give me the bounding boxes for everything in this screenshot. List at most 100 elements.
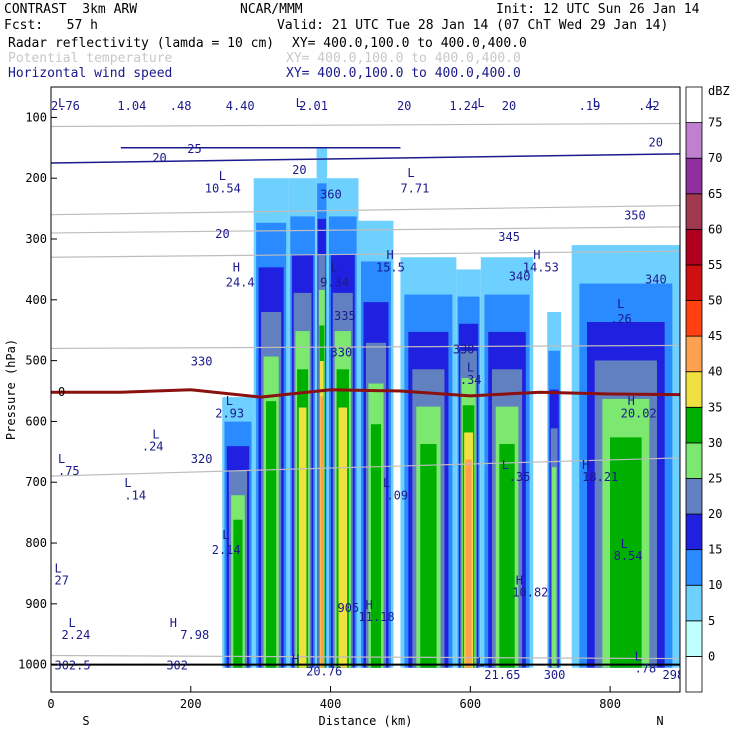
theta-contour [51, 250, 680, 258]
contour-label: 2.14 [212, 543, 241, 557]
colorbar-label: 60 [708, 222, 722, 236]
contour-label: 20 [397, 99, 411, 113]
contour-label: 1.04 [117, 99, 146, 113]
colorbar-label: 15 [708, 543, 722, 557]
contour-label: .14 [124, 488, 146, 502]
colorbar-label: 65 [708, 187, 722, 201]
extremum-marker: L [124, 476, 131, 490]
contour-label: 4.40 [226, 99, 255, 113]
contour-label: 340 [509, 269, 531, 283]
theta-contour [51, 654, 680, 660]
y-tick-label: 1000 [18, 658, 47, 672]
contour-label: 345 [498, 230, 520, 244]
colorbar-swatch [685, 406, 703, 444]
contour-label: 20 [152, 151, 166, 165]
colorbar-swatch [685, 549, 703, 586]
reflectivity-band [233, 519, 243, 668]
extremum-marker: L [477, 96, 484, 110]
extremum-marker: L [467, 361, 474, 375]
y-tick-label: 400 [25, 293, 47, 307]
x-tick-label: 400 [320, 697, 342, 711]
colorbar-label: 5 [708, 614, 715, 628]
contour-label: .09 [386, 488, 408, 502]
contour-label: 7.98 [180, 628, 209, 642]
extremum-marker: H [628, 394, 635, 408]
colorbar-label: 30 [708, 436, 722, 450]
contour-label: 7.71 [400, 181, 429, 195]
extremum-marker: L [635, 650, 642, 664]
contour-label: 20 [292, 163, 306, 177]
extremum-marker: H [386, 248, 393, 262]
contour-label: 2.24 [61, 628, 90, 642]
extremum-marker: L [58, 452, 65, 466]
colorbar-label: 0 [708, 649, 715, 663]
theta-contour [51, 204, 680, 216]
extremum-marker: H [516, 574, 523, 588]
reflectivity-band [465, 459, 472, 668]
contour-label: 350 [624, 209, 646, 223]
extremum-marker: H [170, 616, 177, 630]
contour-label: 320 [191, 452, 213, 466]
y-tick-label: 500 [25, 354, 47, 368]
colorbar-swatch [685, 157, 703, 195]
extremum-marker: H [582, 458, 589, 472]
reflectivity-band [320, 396, 324, 668]
colorbar-label: 50 [708, 294, 722, 308]
contour-label: 20.76 [306, 665, 342, 679]
extremum-marker: H [292, 653, 299, 667]
colorbar-swatch [685, 335, 703, 373]
colorbar-swatch [685, 371, 703, 408]
extremum-marker: L [54, 561, 61, 575]
colorbar-label: 10 [708, 578, 722, 592]
contour-label: .78 [635, 662, 657, 676]
colorbar-swatch [685, 584, 703, 622]
colorbar-swatch [685, 264, 703, 301]
reflectivity-band [266, 401, 277, 668]
contour-label: 10.82 [512, 586, 548, 600]
reflectivity-band [551, 467, 557, 668]
extremum-marker: L [68, 616, 75, 630]
contour-label: 300 [544, 668, 566, 682]
theta-contour [51, 344, 680, 350]
y-tick-label: 200 [25, 171, 47, 185]
contour-label: .48 [170, 99, 192, 113]
extremum-marker: L [152, 428, 159, 442]
extremum-marker: L [502, 458, 509, 472]
colorbar-swatch [685, 513, 703, 551]
contour-label: 20 [215, 227, 229, 241]
contour-label: .26 [610, 312, 632, 326]
colorbar-swatch [685, 656, 703, 693]
contour-label: 14.53 [523, 260, 559, 274]
reflectivity-band [420, 443, 437, 668]
extremum-marker: H [366, 598, 373, 612]
contour-label: 2.93 [215, 406, 244, 420]
colorbar-swatch [685, 228, 703, 266]
forecast-hour: Fcst: 57 h [4, 18, 98, 33]
contour-label: 27 [54, 574, 68, 588]
contour-label: 330 [331, 345, 353, 359]
contour-label: 8.54 [614, 549, 643, 563]
reflectivity-band [370, 424, 382, 668]
extremum-marker: L [219, 169, 226, 183]
model-name: CONTRAST 3km ARW [4, 2, 138, 17]
colorbar-label: 55 [708, 258, 722, 272]
theta-contour [51, 122, 680, 128]
field2-name: Potential temperature [8, 51, 173, 66]
reflectivity-band [499, 443, 515, 668]
contour-label: 20 [502, 99, 516, 113]
init-time: Init: 12 UTC Sun 26 Jan 14 [496, 2, 700, 17]
contour-label: 330 [191, 355, 213, 369]
contour-label: 11.18 [359, 610, 395, 624]
y-tick-label: 300 [25, 232, 47, 246]
colorbar-swatch [685, 620, 703, 657]
y-tick-label: 700 [25, 475, 47, 489]
field3-xy: XY= 400.0,100.0 to 400.0,400.0 [286, 66, 521, 81]
contour-label: .34 [460, 373, 482, 387]
colorbar-label: 20 [708, 507, 722, 521]
contour-label: 20 [649, 136, 663, 150]
contour-label: 360 [320, 187, 342, 201]
y-tick-label: 800 [25, 536, 47, 550]
colorbar-swatch [685, 193, 703, 230]
colorbar-label: 45 [708, 329, 722, 343]
